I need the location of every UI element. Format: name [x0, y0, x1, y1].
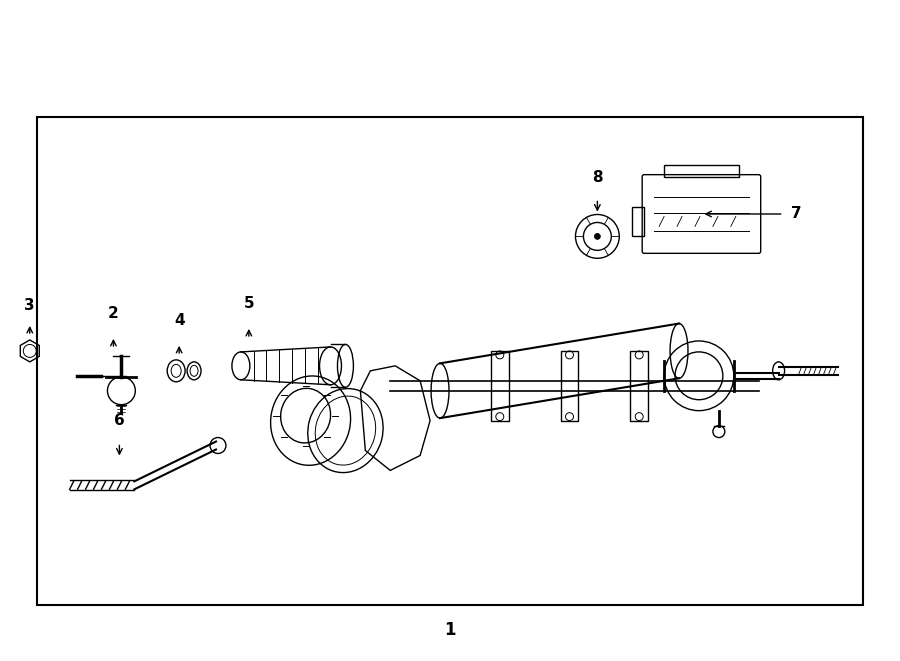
Bar — [664, 165, 739, 176]
Text: 1: 1 — [445, 621, 455, 639]
Circle shape — [594, 233, 600, 239]
Bar — [632, 206, 644, 237]
Text: 3: 3 — [24, 298, 35, 313]
Text: 2: 2 — [108, 306, 119, 321]
Text: 6: 6 — [114, 412, 125, 428]
Text: 5: 5 — [244, 296, 254, 311]
Bar — [37, 117, 863, 605]
Text: 7: 7 — [791, 206, 802, 221]
Text: 8: 8 — [592, 170, 603, 184]
Bar — [630, 351, 648, 420]
Bar — [561, 351, 579, 420]
Bar — [491, 351, 508, 420]
Text: 4: 4 — [174, 313, 184, 328]
